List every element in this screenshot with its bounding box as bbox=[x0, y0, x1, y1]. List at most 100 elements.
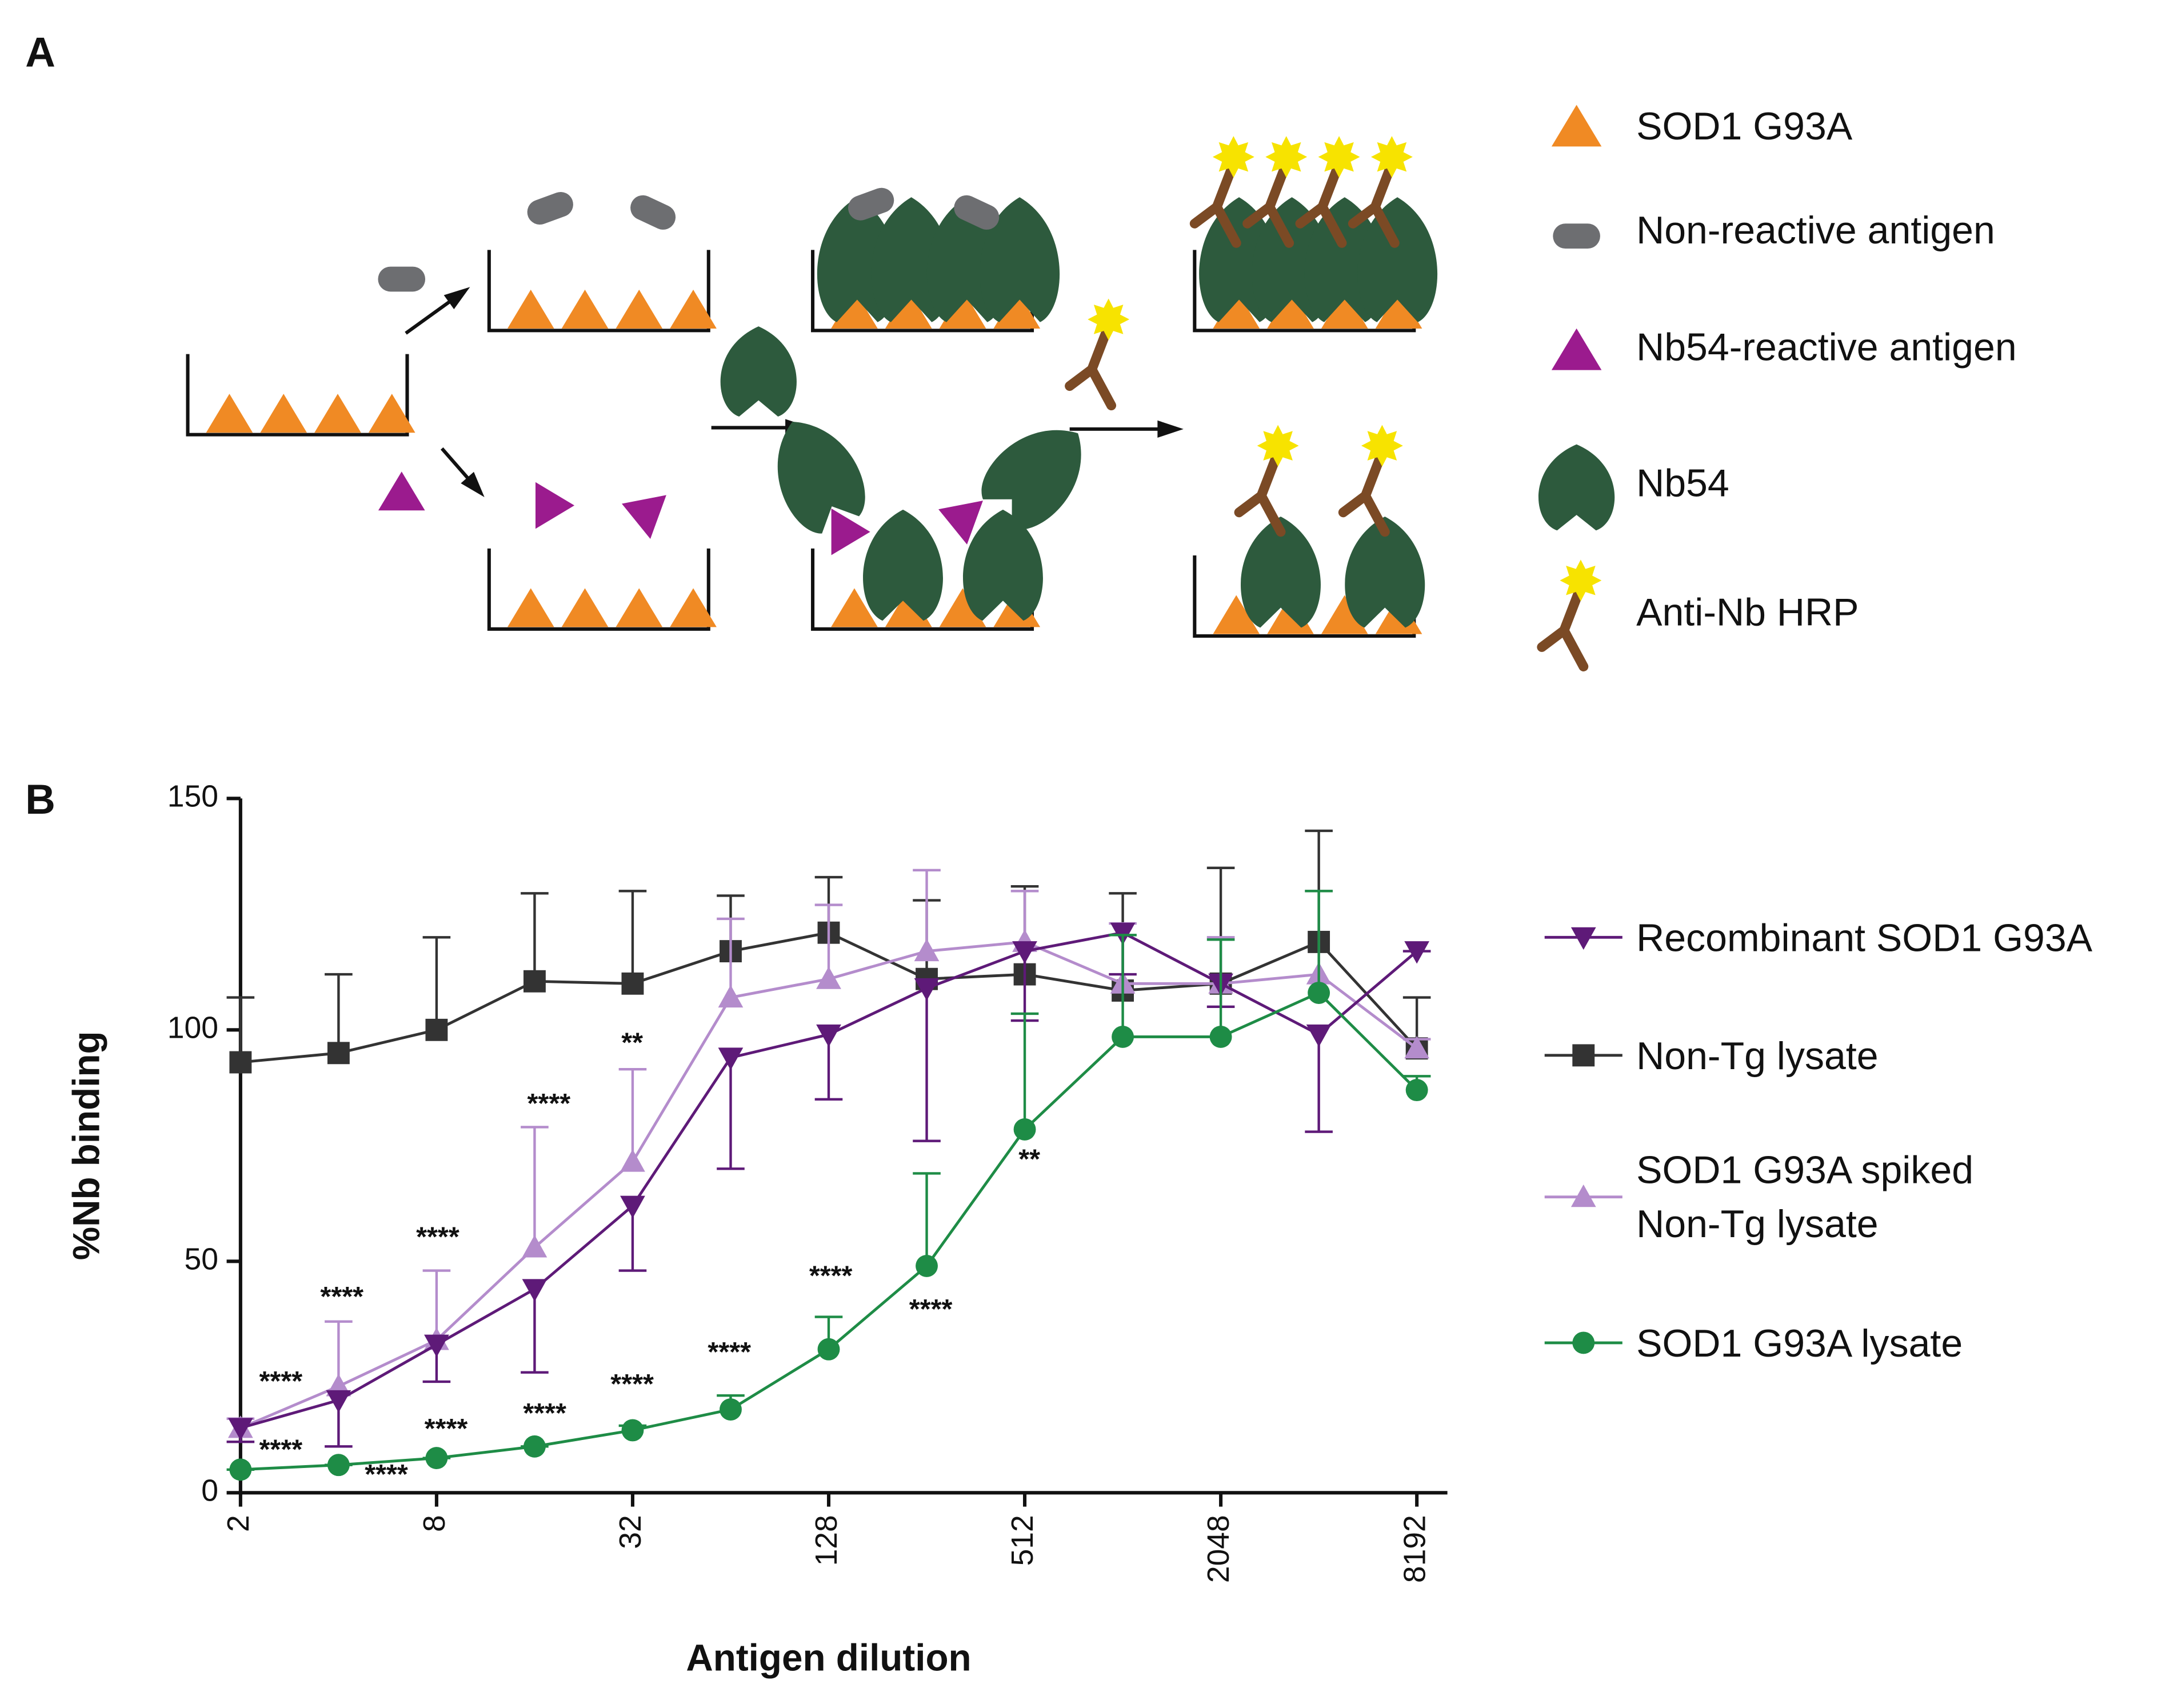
nanobody bbox=[1538, 444, 1615, 531]
error-bar bbox=[913, 1172, 941, 1266]
error-bar bbox=[521, 892, 549, 982]
marker bbox=[327, 1454, 350, 1477]
antibody bbox=[1338, 454, 1390, 537]
significance-label: **** bbox=[425, 1413, 468, 1444]
antigen bbox=[260, 394, 307, 433]
antigen bbox=[206, 394, 253, 433]
antigen bbox=[885, 289, 932, 329]
antigen bbox=[535, 482, 575, 529]
antigen bbox=[507, 289, 554, 329]
antigen bbox=[831, 508, 870, 555]
x-tick-label: 32 bbox=[614, 1515, 648, 1549]
error-bar bbox=[521, 1289, 549, 1374]
legend-label: SOD1 G93A spiked Non-Tg lysate bbox=[1636, 1148, 1974, 1246]
significance-label: **** bbox=[708, 1337, 751, 1367]
marker bbox=[425, 1018, 448, 1041]
legend-label-box: Non-Tg lysate bbox=[1636, 1034, 1879, 1077]
significance-label: ** bbox=[621, 1027, 643, 1058]
panel-label: B bbox=[25, 777, 55, 823]
marker bbox=[522, 1235, 548, 1258]
legend-label-box: Recombinant SOD1 G93A bbox=[1636, 915, 2093, 959]
non-reactive-antigen bbox=[954, 195, 1000, 230]
marker bbox=[620, 1149, 645, 1172]
antibody bbox=[1189, 166, 1241, 248]
significance-label: **** bbox=[527, 1088, 571, 1119]
significance-label: **** bbox=[909, 1294, 953, 1325]
nanobody bbox=[1345, 516, 1425, 628]
antibody bbox=[1295, 166, 1347, 248]
legend-label-box: SOD1 G93A lysate bbox=[1636, 1321, 1963, 1365]
marker bbox=[523, 1435, 546, 1458]
marker bbox=[914, 978, 940, 1001]
marker bbox=[620, 1195, 645, 1218]
antigen bbox=[939, 588, 986, 627]
legend-label: Anti-Nb HRP bbox=[1636, 590, 1859, 634]
marker bbox=[327, 1042, 350, 1065]
hrp bbox=[1361, 425, 1403, 467]
antigen bbox=[1551, 105, 1602, 147]
marker bbox=[1570, 1184, 1596, 1207]
marker bbox=[229, 1458, 252, 1481]
marker bbox=[227, 1418, 253, 1441]
legend-label: Nb54 bbox=[1636, 461, 1729, 505]
antigen bbox=[1213, 289, 1260, 329]
nanobody bbox=[1357, 197, 1438, 322]
error-bar bbox=[717, 1057, 745, 1170]
marker bbox=[621, 1419, 644, 1442]
non-reactive-antigen bbox=[1553, 223, 1600, 249]
legend-label: Nb54-reactive antigen bbox=[1636, 325, 2017, 369]
legend-label: SOD1 G93A lysate bbox=[1636, 1321, 1963, 1365]
antigen bbox=[1321, 289, 1368, 329]
nanobody bbox=[981, 430, 1081, 530]
antigen bbox=[1267, 289, 1314, 329]
antigen bbox=[831, 588, 878, 627]
marker bbox=[916, 1254, 938, 1277]
nanobody bbox=[863, 509, 943, 621]
antibody bbox=[1234, 454, 1286, 537]
marker bbox=[816, 966, 841, 989]
nanobody bbox=[1241, 516, 1321, 628]
error-bar bbox=[1305, 890, 1333, 993]
significance-label: **** bbox=[259, 1366, 303, 1397]
antigen bbox=[621, 495, 666, 539]
marker bbox=[914, 938, 940, 962]
arrow-head bbox=[461, 471, 485, 497]
marker bbox=[425, 1447, 448, 1470]
antigen bbox=[1375, 289, 1422, 329]
significance-label: **** bbox=[320, 1281, 363, 1312]
error-bar bbox=[717, 917, 745, 998]
arrow-head bbox=[443, 287, 470, 310]
error-bar bbox=[1305, 1034, 1333, 1133]
hrp bbox=[1370, 136, 1413, 178]
antigen bbox=[616, 588, 663, 627]
marker bbox=[424, 1334, 449, 1357]
marker bbox=[816, 1024, 841, 1047]
arrow-head bbox=[1157, 420, 1184, 438]
hrp bbox=[1212, 136, 1254, 178]
antibody bbox=[1242, 166, 1294, 248]
antibody bbox=[1065, 328, 1117, 411]
antigen bbox=[938, 501, 983, 545]
hrp bbox=[1318, 136, 1360, 178]
antigen bbox=[1551, 328, 1602, 370]
error-bar bbox=[422, 936, 451, 1030]
marker bbox=[522, 1279, 548, 1302]
significance-label: **** bbox=[809, 1261, 853, 1291]
well bbox=[186, 354, 409, 437]
antigen bbox=[616, 289, 663, 329]
significance-label: ** bbox=[1018, 1143, 1040, 1174]
marker bbox=[1404, 941, 1430, 964]
x-axis-title: Antigen dilution bbox=[686, 1637, 971, 1679]
antibody bbox=[1537, 589, 1589, 671]
y-tick-label: 100 bbox=[167, 1011, 218, 1045]
non-reactive-antigen bbox=[527, 191, 573, 225]
legend-label: Recombinant SOD1 G93A bbox=[1636, 915, 2093, 959]
non-reactive-antigen bbox=[848, 187, 894, 221]
antigen bbox=[670, 588, 717, 627]
well bbox=[487, 548, 710, 631]
error-bar bbox=[1010, 1012, 1039, 1130]
marker bbox=[326, 1390, 351, 1413]
antigen bbox=[1213, 595, 1260, 634]
